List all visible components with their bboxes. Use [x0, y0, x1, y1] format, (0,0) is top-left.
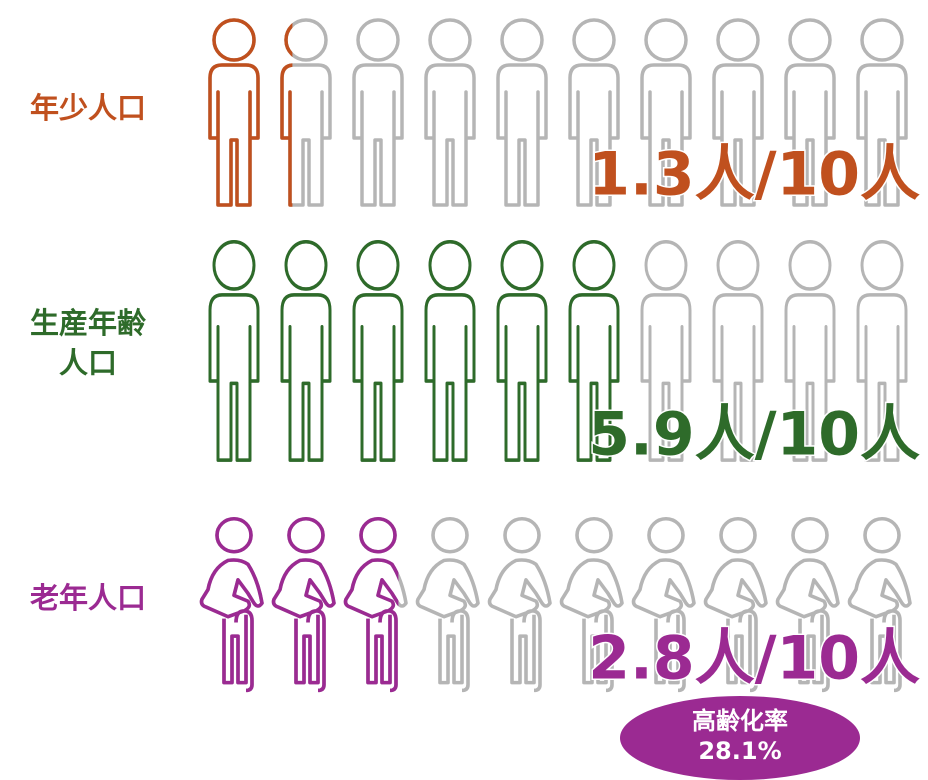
icon-row-value — [208, 18, 293, 207]
person-icon-filled — [343, 516, 399, 693]
person-icon-filled — [208, 240, 260, 462]
person-icon-empty — [784, 240, 836, 462]
person-icon-empty — [712, 240, 764, 462]
category-label: 年少人口 — [29, 91, 146, 125]
annotation-title: 高齢化率 — [692, 707, 788, 735]
category-label: 老年人口 — [29, 581, 146, 615]
icon-row-value — [199, 516, 399, 693]
person-icon-filled — [208, 18, 260, 207]
person-icon-empty — [640, 18, 692, 207]
person-icon-filled — [568, 240, 620, 462]
person-icon-empty — [568, 18, 620, 207]
person-icon-filled — [280, 240, 332, 462]
person-icon-empty — [424, 18, 476, 207]
person-icon-filled — [496, 240, 548, 462]
person-icon-filled — [199, 516, 264, 693]
value-label: 5.9人/10人 — [588, 400, 920, 470]
person-icon-empty — [856, 240, 908, 462]
person-icon-empty — [847, 516, 912, 693]
person-icon-empty — [784, 18, 836, 207]
value-label: 1.3人/10人 — [588, 140, 920, 210]
person-icon-empty — [559, 516, 624, 693]
person-icon-filled — [424, 240, 476, 462]
icon-row-value — [208, 240, 620, 462]
person-icon-empty — [487, 516, 552, 693]
person-icon-empty — [640, 240, 692, 462]
annotation-text: 28.1% — [698, 737, 782, 765]
person-icon-empty — [856, 18, 908, 207]
person-icon-empty — [496, 18, 548, 207]
person-icon-empty — [775, 516, 840, 693]
person-icon-empty — [631, 516, 696, 693]
category-label: 生産年齢人口 — [29, 306, 146, 380]
person-icon-empty — [703, 516, 768, 693]
annotation-badge: 高齢化率 28.1% — [620, 696, 860, 780]
person-icon-filled — [271, 516, 336, 693]
person-icon-empty — [352, 18, 404, 207]
person-icon-filled — [280, 23, 293, 207]
person-icon-filled — [352, 240, 404, 462]
person-icon-empty — [415, 516, 480, 693]
value-label: 2.8人/10人 — [588, 624, 920, 694]
person-icon-empty — [712, 18, 764, 207]
